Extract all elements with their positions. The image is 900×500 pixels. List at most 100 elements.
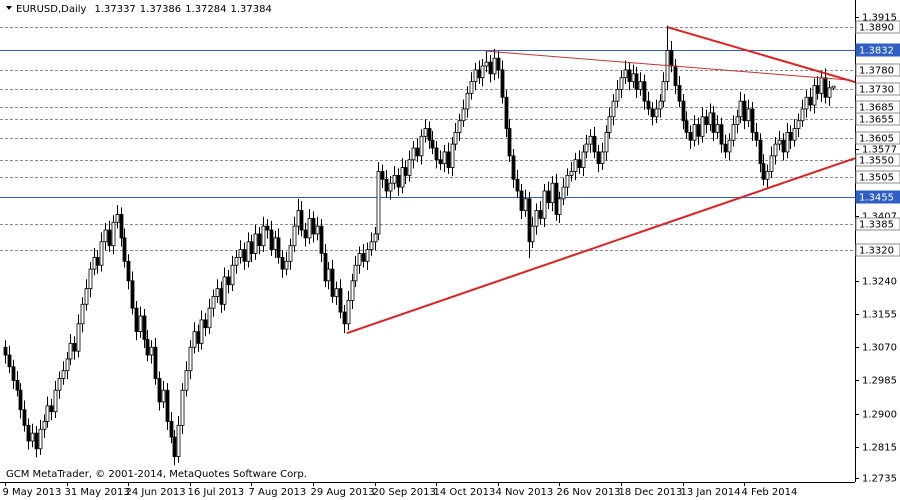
candle-body — [496, 57, 501, 71]
candle-body — [511, 155, 516, 180]
candle-body — [592, 135, 597, 153]
candle-body — [126, 260, 131, 282]
candle-body — [569, 171, 574, 176]
candle-body — [207, 307, 212, 329]
candle-body — [411, 147, 416, 161]
candle-body — [446, 151, 451, 168]
candle-body — [95, 257, 100, 266]
candle-body — [619, 77, 624, 90]
x-tick-label: 14 Oct 2013 — [434, 487, 496, 498]
candle-body — [130, 280, 135, 309]
candle-body — [777, 139, 782, 145]
level-label: 1.3550 — [859, 156, 894, 167]
candle-body — [88, 268, 93, 290]
candle-body — [515, 178, 520, 192]
candle-body — [758, 139, 763, 165]
x-tick-label: 7 Aug 2013 — [249, 487, 307, 498]
candle-body — [423, 128, 428, 137]
candle-body — [534, 210, 539, 227]
candle-body — [292, 225, 297, 247]
candle-body — [265, 225, 270, 231]
candle-body — [53, 389, 58, 413]
candle-body — [346, 299, 351, 325]
candle-body — [754, 132, 759, 141]
candle-body — [488, 61, 493, 75]
level-label-box — [855, 243, 900, 257]
candle-body — [650, 108, 655, 118]
candle-body — [115, 214, 120, 223]
candle-body — [400, 167, 405, 188]
candle-body — [530, 225, 535, 243]
candle-body — [527, 198, 532, 243]
candle-body — [542, 190, 547, 219]
candle-body — [477, 69, 482, 79]
candle-body — [523, 198, 528, 211]
candle-body — [57, 378, 62, 391]
candle-body — [500, 69, 505, 98]
candle-body — [554, 182, 559, 215]
candle-body — [557, 198, 562, 215]
candle-body — [492, 57, 497, 75]
candle-body — [153, 346, 158, 379]
candle-body — [222, 276, 227, 305]
y-tick-label: 1.2900 — [862, 410, 897, 421]
candle-body — [61, 370, 66, 379]
candle-body — [338, 288, 343, 313]
candle-body — [380, 171, 385, 180]
level-label: 1.3505 — [859, 173, 894, 184]
candle-body — [269, 229, 274, 250]
candle-body — [808, 96, 813, 106]
candle-body — [188, 346, 193, 372]
candle-body — [538, 210, 543, 219]
trend-line — [667, 26, 856, 83]
candle-body — [604, 132, 609, 153]
chart-header: EURUSD,Daily 1.37337 1.37386 1.37284 1.37384 — [16, 4, 272, 15]
candle-body — [796, 120, 801, 129]
level-label: 1.3780 — [859, 66, 894, 77]
candle-body — [369, 241, 374, 250]
candle-body — [42, 421, 47, 430]
candle-body — [800, 108, 805, 122]
menu-arrow[interactable] — [6, 6, 12, 10]
candle-body — [684, 120, 689, 133]
candle-body — [119, 214, 124, 239]
candle-body — [654, 108, 659, 118]
candle-body — [180, 389, 185, 426]
candle-body — [646, 100, 651, 110]
y-tick-label: 1.3407 — [862, 212, 897, 223]
candle-body — [273, 237, 278, 250]
candle-body — [7, 354, 12, 368]
candle-body — [326, 268, 331, 282]
candle-body — [238, 249, 243, 258]
candle-body — [719, 124, 724, 145]
candle-body — [596, 151, 601, 165]
level-label: 1.3605 — [859, 134, 894, 145]
candle-body — [434, 147, 439, 161]
level-label-box — [855, 217, 900, 231]
y-tick-label: 1.2815 — [862, 443, 897, 454]
candle-body — [3, 346, 8, 356]
candle-body — [700, 116, 705, 137]
trend-line — [486, 50, 851, 81]
candle-body — [299, 210, 304, 231]
candle-body — [742, 100, 747, 122]
candle-body — [92, 257, 97, 270]
candle-body — [65, 358, 70, 372]
candle-body — [788, 132, 793, 141]
candle-body — [661, 81, 666, 102]
candle-body — [607, 116, 612, 133]
x-tick-label: 26 Nov 2013 — [557, 487, 621, 498]
candle-body — [26, 424, 31, 442]
candle-body — [769, 155, 774, 172]
x-tick-label: 13 Jan 2014 — [681, 487, 741, 498]
candle-body — [396, 174, 401, 188]
candle-body — [176, 424, 181, 458]
candle-body — [781, 139, 786, 153]
candle-body — [419, 135, 424, 157]
candle-body — [561, 186, 566, 200]
candle-body — [430, 139, 435, 149]
level-label-box — [855, 131, 900, 145]
candle-body — [376, 171, 381, 235]
candle-body — [696, 124, 701, 137]
candle-body — [634, 73, 639, 90]
